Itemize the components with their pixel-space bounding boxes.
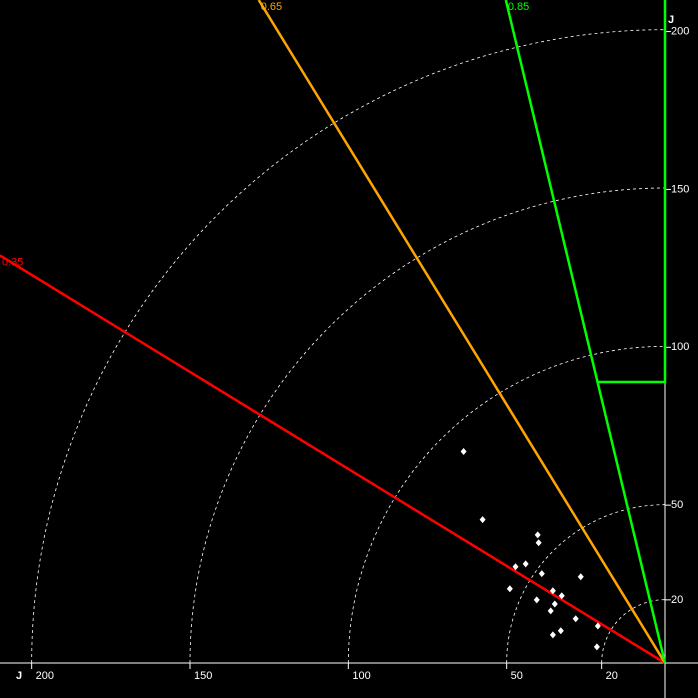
point xyxy=(549,587,556,595)
y-tick-label: 150 xyxy=(671,183,689,195)
axis-label: J xyxy=(16,670,22,682)
axis-label: J xyxy=(668,14,674,26)
y-tick-label: 100 xyxy=(671,341,689,353)
x-tick-label: 100 xyxy=(352,670,370,682)
point xyxy=(549,631,556,639)
grid-arc xyxy=(189,187,666,664)
ray xyxy=(257,0,667,664)
grid-arc xyxy=(347,345,666,664)
y-tick-label: 200 xyxy=(671,25,689,37)
x-tick-label: 150 xyxy=(194,670,212,682)
point xyxy=(479,516,486,524)
point xyxy=(547,607,554,615)
y-tick-label: 20 xyxy=(671,594,683,606)
x-tick-label: 200 xyxy=(36,670,54,682)
point xyxy=(594,622,601,630)
point xyxy=(551,600,558,608)
point xyxy=(512,563,519,571)
grid-arc xyxy=(31,29,666,664)
point xyxy=(572,615,579,623)
point xyxy=(522,560,529,568)
point xyxy=(538,570,545,578)
point xyxy=(577,573,584,581)
point xyxy=(557,627,564,635)
point xyxy=(460,447,467,455)
x-tick-label: 20 xyxy=(606,670,618,682)
ray-bound xyxy=(597,0,667,384)
point xyxy=(593,643,600,651)
point xyxy=(558,592,565,600)
grid-arc xyxy=(601,599,666,664)
point xyxy=(535,539,542,547)
point xyxy=(534,531,541,539)
point xyxy=(533,596,540,604)
y-tick-label: 50 xyxy=(671,499,683,511)
ray-label: 0.65 xyxy=(261,1,282,13)
x-tick-label: 50 xyxy=(511,670,523,682)
ray xyxy=(504,0,667,664)
ray xyxy=(0,254,666,665)
point xyxy=(506,585,513,593)
ray-label: 0.85 xyxy=(508,1,529,13)
ray-label: 0.35 xyxy=(2,256,23,268)
